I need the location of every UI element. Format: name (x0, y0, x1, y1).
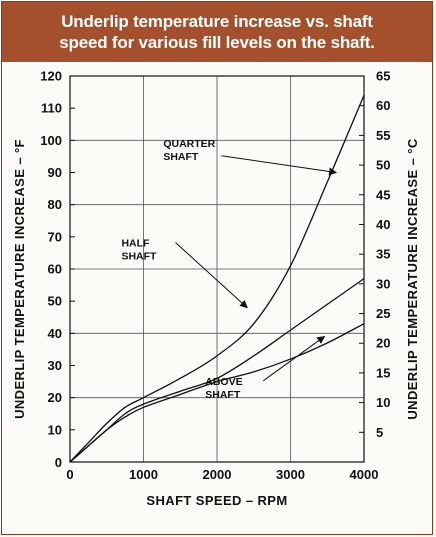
y-tick-label-right: 20 (376, 336, 390, 351)
y-tick-label-left: 20 (48, 390, 62, 405)
annotation-arrow (262, 335, 326, 382)
label-above-shaft: ABOVE SHAFT (205, 376, 242, 401)
y-tick-label-left: 10 (48, 422, 62, 437)
series-annotations: QUARTER SHAFT HALF SHAFT ABOVE SHAFT (121, 138, 338, 401)
label-half-shaft: HALF SHAFT (121, 237, 157, 262)
x-tick-label: 2000 (203, 467, 232, 482)
y-tick-label-right: 5 (376, 425, 383, 440)
x-tick-label: 0 (66, 467, 73, 482)
y-tick-label-right: 15 (376, 365, 390, 380)
x-tick-label: 3000 (276, 467, 305, 482)
series-above-shaft (69, 323, 365, 463)
y-axis-title-left: UNDERLIP TEMPERATURE INCREASE – °F (12, 139, 27, 419)
y-tick-label-right: 65 (376, 69, 390, 84)
y-tick-label-left: 100 (40, 133, 62, 148)
chart-title: Underlip temperature increase vs. shaft … (2, 2, 432, 62)
x-tick-label: 1000 (129, 467, 158, 482)
y-tick-label-left: 40 (48, 326, 62, 341)
annotation-arrow (175, 242, 248, 309)
y-tick-label-right: 30 (376, 276, 390, 291)
y-tick-label-right: 55 (376, 128, 390, 143)
y-tick-label-left: 60 (48, 262, 62, 277)
y-tick-label-left: 70 (48, 229, 62, 244)
series-quarter-shaft (69, 95, 365, 463)
y-tick-label-left: 50 (48, 294, 62, 309)
data-series (69, 95, 365, 463)
y-tick-label-right: 10 (376, 395, 390, 410)
y-tick-label-right: 25 (376, 306, 390, 321)
annotation-arrow (221, 155, 338, 176)
y-tick-label-right: 40 (376, 217, 390, 232)
y-tick-label-left: 90 (48, 165, 62, 180)
y-axis-title-right: UNDERLIP TEMPERATURE INCREASE – °C (405, 138, 420, 419)
y-tick-label-left-zero: 0 (55, 455, 62, 470)
y-tick-label-left: 80 (48, 197, 62, 212)
tick-labels: 10 20 30 40 50 60 70 80 90 100 110 120 5 10 15 20 25 30 35… (40, 69, 390, 483)
chart-title-line-2: speed for various fill levels on the sha… (59, 33, 375, 52)
axes (69, 75, 365, 463)
label-quarter-shaft: QUARTER SHAFT (163, 138, 215, 163)
y-tick-label-left: 30 (48, 358, 62, 373)
y-tick-label-right: 50 (376, 158, 390, 173)
y-tick-label-left: 110 (41, 101, 62, 116)
chart-title-line-1: Underlip temperature increase vs. shaft (61, 12, 373, 31)
y-tick-label-right: 35 (376, 247, 390, 262)
x-tick-label: 4000 (350, 467, 379, 482)
y-tick-label-right: 45 (376, 187, 390, 202)
x-axis-title: SHAFT SPEED – RPM (146, 493, 287, 508)
y-tick-label-left: 120 (40, 69, 62, 84)
grid-lines (70, 76, 364, 462)
y-tick-label-right: 60 (376, 98, 390, 113)
